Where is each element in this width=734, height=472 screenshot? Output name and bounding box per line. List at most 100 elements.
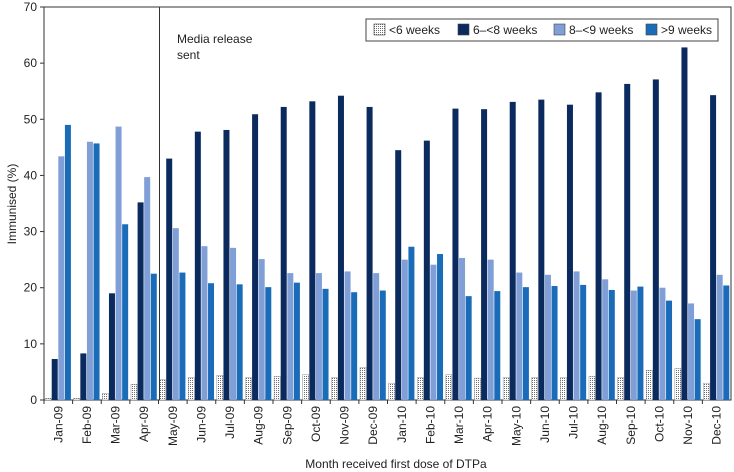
bar — [293, 282, 300, 400]
bar — [560, 377, 567, 401]
bar — [688, 303, 695, 400]
bar — [694, 319, 701, 400]
bar — [637, 286, 644, 400]
bar — [265, 287, 272, 400]
bar — [544, 274, 551, 400]
bar — [588, 376, 596, 401]
bar — [309, 101, 316, 400]
bar — [573, 271, 580, 400]
x-tick-label: May-10 — [509, 406, 523, 446]
bar — [273, 376, 281, 401]
bar — [144, 177, 151, 400]
legend-label: <6 weeks — [389, 23, 440, 37]
axes: 0 10 20 30 40 50 60 70 Jan-09 Feb-09 Mar-09 Apr-09 M… — [24, 0, 732, 446]
bar — [595, 92, 602, 400]
bar — [115, 126, 122, 400]
bar — [315, 273, 322, 400]
bar — [252, 114, 259, 401]
bar — [624, 83, 631, 400]
bar — [509, 101, 516, 400]
bar — [86, 141, 93, 400]
bar — [344, 271, 351, 400]
y-tick-label: 60 — [24, 56, 38, 70]
y-tick-label: 40 — [24, 168, 38, 182]
x-tick-label: Jun-09 — [194, 406, 208, 443]
x-tick-label: Jan-09 — [51, 406, 65, 443]
bar — [465, 296, 472, 400]
legend-swatch — [457, 23, 470, 36]
x-tick-label: Jun-10 — [538, 406, 552, 443]
bar — [223, 129, 230, 400]
annotation: Media release sent — [159, 7, 253, 400]
bar — [551, 286, 558, 400]
bar — [108, 293, 115, 400]
bar — [674, 368, 682, 401]
bar — [437, 254, 444, 400]
bar — [531, 377, 538, 401]
x-tick-label: Oct-10 — [652, 406, 666, 442]
bar — [245, 377, 252, 401]
bar — [137, 202, 144, 400]
bar — [666, 300, 673, 400]
bars — [44, 47, 730, 401]
bar — [481, 109, 488, 401]
legend-label: 8–<9 weeks — [569, 23, 633, 37]
bar — [401, 259, 408, 400]
bar — [179, 272, 186, 400]
bar — [80, 353, 87, 400]
bar — [236, 284, 243, 400]
bar — [102, 393, 109, 401]
bar — [608, 289, 615, 400]
bar — [716, 274, 723, 400]
bar — [359, 367, 367, 401]
bar — [366, 106, 373, 400]
x-tick-label: Sep-09 — [280, 406, 294, 445]
bar — [302, 374, 309, 401]
bar — [194, 131, 201, 400]
bar — [93, 143, 100, 401]
legend-swatch — [553, 23, 566, 36]
bar — [566, 104, 573, 400]
bar — [602, 279, 609, 400]
bar — [51, 359, 58, 400]
x-tick-label: Dec-10 — [710, 406, 724, 445]
bar — [646, 370, 653, 401]
bar — [64, 124, 71, 401]
bar — [373, 273, 380, 400]
bar — [322, 288, 329, 400]
x-tick-label: May-09 — [166, 406, 180, 446]
bar — [617, 377, 624, 401]
bar — [258, 259, 265, 400]
x-tick-label: Oct-09 — [309, 406, 323, 442]
y-tick-label: 50 — [24, 112, 38, 126]
bar — [44, 398, 52, 401]
legend-label: 6–<8 weeks — [473, 23, 537, 37]
x-tick-label: Mar-10 — [452, 406, 466, 444]
legend-box — [365, 18, 719, 42]
bar — [287, 273, 294, 400]
bar — [331, 377, 338, 401]
bar — [122, 224, 129, 400]
y-tick-label: 20 — [24, 281, 38, 295]
bar — [395, 150, 402, 400]
bar — [423, 140, 430, 400]
x-axis-label: Month received first dose of DTPa — [305, 457, 487, 471]
bar — [216, 375, 224, 401]
x-tick-label: Feb-10 — [423, 406, 437, 444]
legend-swatch — [645, 23, 658, 36]
x-tick-label: Feb-09 — [80, 406, 94, 444]
bar — [408, 246, 415, 400]
bar — [379, 290, 386, 400]
bar — [172, 228, 179, 400]
annotation-line-2: sent — [177, 48, 200, 62]
bar — [166, 158, 173, 400]
bar — [703, 382, 710, 401]
bar — [201, 246, 208, 400]
bar — [580, 284, 587, 400]
legend-swatch — [373, 23, 386, 36]
x-tick-label: Dec-09 — [366, 406, 380, 445]
bar — [630, 290, 637, 400]
bar — [430, 264, 437, 400]
x-tick-label: Nov-10 — [681, 406, 695, 445]
